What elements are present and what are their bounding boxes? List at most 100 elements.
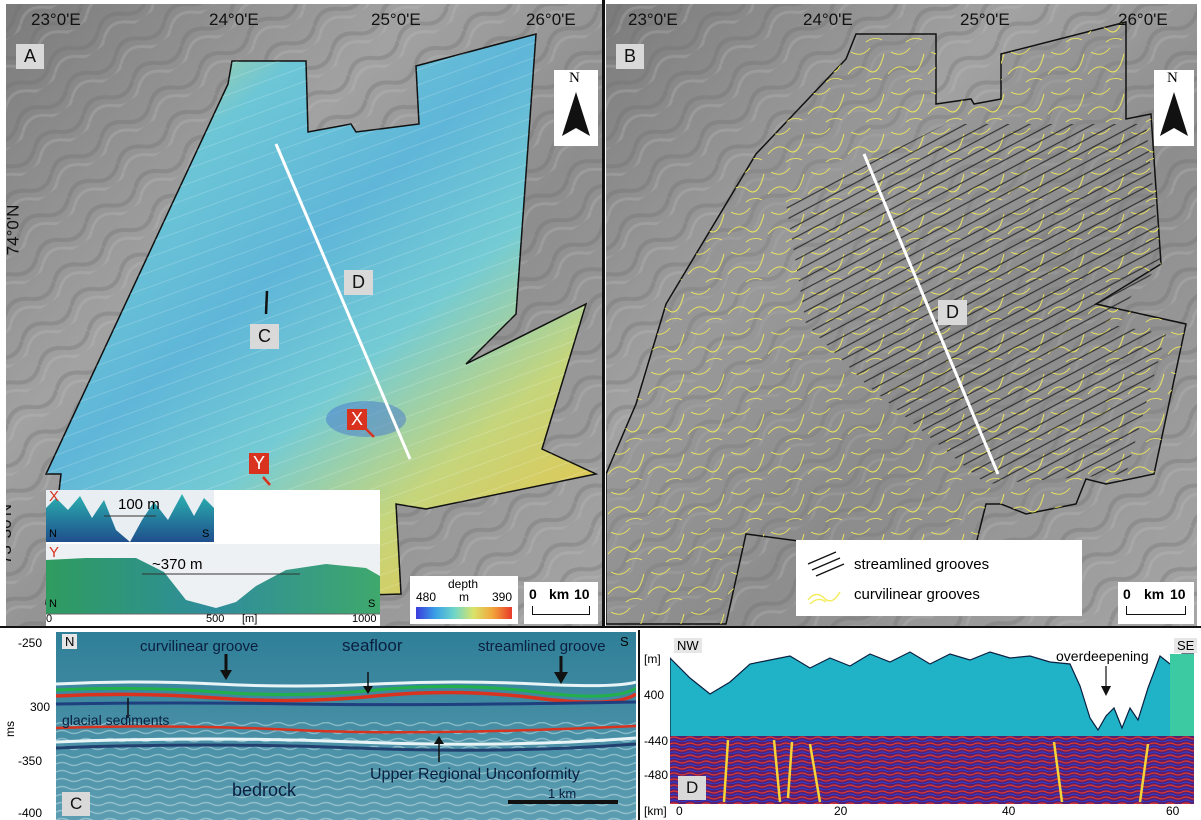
panel-d-x-0: 0: [676, 804, 683, 818]
lon-tick-24: 24°0'E: [209, 10, 259, 29]
panel-d-nw: NW: [674, 638, 702, 653]
inset-x-n: N: [49, 528, 57, 540]
lon-tick-23: 23°0'E: [31, 10, 81, 29]
panel-d: NW SE [m] 400 -440 -480 overdeepening D …: [638, 630, 1201, 820]
legend-curvilinear: curvilinear grooves: [854, 586, 980, 603]
fault-6: [1138, 743, 1150, 803]
profile-line-c: [264, 290, 269, 315]
inset-y-n: N: [49, 598, 57, 610]
inset-x-s: S: [202, 528, 210, 540]
profile-inset: X 100 m N S Y ~370 m N S 0 500 [m] 1000: [46, 488, 380, 626]
lon-tick-b-26: 26°0'E: [1118, 10, 1168, 29]
panel-c-tick-350: -350: [18, 754, 43, 768]
depth-profile-d: [670, 651, 1194, 738]
panel-c-tick-400: -400: [18, 806, 43, 820]
inset-tick-unit: [m]: [242, 613, 258, 625]
scale-b-bar: [1126, 606, 1186, 615]
inset-y-profile: [46, 558, 380, 614]
fault-5: [1052, 741, 1064, 803]
panel-d-km-unit: [km]: [644, 804, 667, 818]
panel-c-tick-300: 300: [30, 700, 51, 714]
lon-tick-b-24: 24°0'E: [803, 10, 853, 29]
profile-label-d: D: [344, 270, 373, 295]
panel-d-separator: [638, 630, 640, 820]
panel-d-tick-400: 400: [644, 688, 665, 702]
depth-legend: depth 480 m 390: [410, 576, 518, 624]
fault-1: [722, 739, 730, 803]
arrow-overdeepening: [1101, 666, 1111, 696]
seismic-profile-c: [56, 632, 636, 820]
inset-tick-500: 500: [206, 613, 225, 625]
depth-legend-title: depth: [448, 577, 479, 591]
panel-d-tick-480: -480: [644, 768, 669, 782]
inset-x-label: X: [49, 488, 60, 505]
scale-a-unit: km: [549, 586, 570, 602]
panel-d-se: SE: [1174, 638, 1198, 653]
streamlined-icon: [807, 551, 845, 577]
marker-x-line: [365, 428, 375, 438]
depth-legend-max: 390: [492, 590, 513, 604]
panel-c-y-unit: ms: [3, 721, 17, 737]
lon-tick-b-25: 25°0'E: [960, 10, 1010, 29]
marker-y-line: [262, 476, 271, 486]
panel-c-n: N: [62, 634, 78, 649]
label-1km: 1 km: [548, 786, 577, 801]
inset-y-label: Y: [49, 544, 60, 561]
lat-tick-7330: 73°30'N: [6, 503, 16, 565]
panel-d-tick-440: -440: [644, 734, 669, 748]
label-seafloor: seafloor: [342, 636, 403, 655]
panel-c-tick-250: -250: [18, 636, 43, 650]
panel-b: B 23°0'E 24°0'E 25°0'E 26°0'E N D stream…: [606, 4, 1197, 626]
inset-tick-1000: 1000: [352, 613, 377, 625]
bathymetric-profile: [670, 651, 1194, 738]
point-label-c: C: [250, 324, 279, 349]
profile-label-d-b: D: [938, 300, 967, 325]
panel-d-m-unit: [m]: [644, 652, 661, 666]
scale-b-zero: 0: [1123, 586, 1131, 602]
panel-b-label: B: [616, 44, 645, 69]
scale-bar-b: 0 km 10: [1118, 582, 1194, 624]
fault-2: [772, 739, 782, 803]
panel-d-x-20: 20: [834, 804, 848, 818]
seafloor-reflector-red: [56, 690, 636, 704]
legend-streamlined: streamlined grooves: [854, 556, 990, 573]
label-curvilinear-groove: curvilinear groove: [140, 638, 259, 655]
label-overdeepening: overdeepening: [1056, 648, 1149, 664]
seismic-profile-d: [670, 736, 1194, 804]
panel-c-s: S: [620, 634, 629, 649]
streamlined-grooves: [786, 124, 1166, 484]
lon-tick-25: 25°0'E: [371, 10, 421, 29]
scalebar-1km: [508, 800, 618, 804]
profile-line-d: [274, 143, 412, 460]
panel-a: A 23°0'E 24°0'E 25°0'E 26°0'E 74°0'N 73°…: [6, 4, 602, 626]
urf-reflector-light: [56, 736, 636, 746]
curvilinear-icon: [807, 591, 841, 605]
inset-tick-0: 0: [46, 613, 53, 625]
north-arrow-icon-b: [1160, 92, 1188, 136]
panel-c-label: C: [62, 792, 91, 816]
groove-legend: streamlined grooves curvilinear grooves: [796, 540, 1082, 616]
inset-x-profile: [46, 494, 214, 542]
panel-a-label: A: [16, 44, 45, 69]
inset-y-width: ~370 m: [152, 556, 203, 573]
seafloor-reflector-green: [56, 684, 636, 698]
arrow-streamlined: [554, 672, 568, 684]
survey-texture: [46, 34, 596, 604]
panel-b-map: [606, 4, 1197, 626]
scale-b-max: 10: [1170, 586, 1186, 602]
arrow-seafloor: [363, 686, 373, 694]
fault-4: [808, 743, 822, 803]
north-label: N: [569, 70, 580, 86]
scale-bar-a: 0 km 10: [524, 582, 598, 624]
arrow-unconformity: [434, 736, 444, 744]
sub-reflector-blue: [56, 700, 636, 707]
profile-end-block: [1170, 654, 1194, 738]
scale-a-max: 10: [574, 586, 590, 602]
profile-inset-chart: [46, 490, 380, 615]
urf-reflector: [56, 742, 636, 752]
marker-x: X: [347, 409, 368, 430]
profile-line-d-b: [862, 153, 1000, 475]
inset-y-s: S: [368, 598, 376, 610]
depth-legend-min: 480: [416, 590, 437, 604]
panel-d-x-60: 60: [1166, 804, 1180, 818]
